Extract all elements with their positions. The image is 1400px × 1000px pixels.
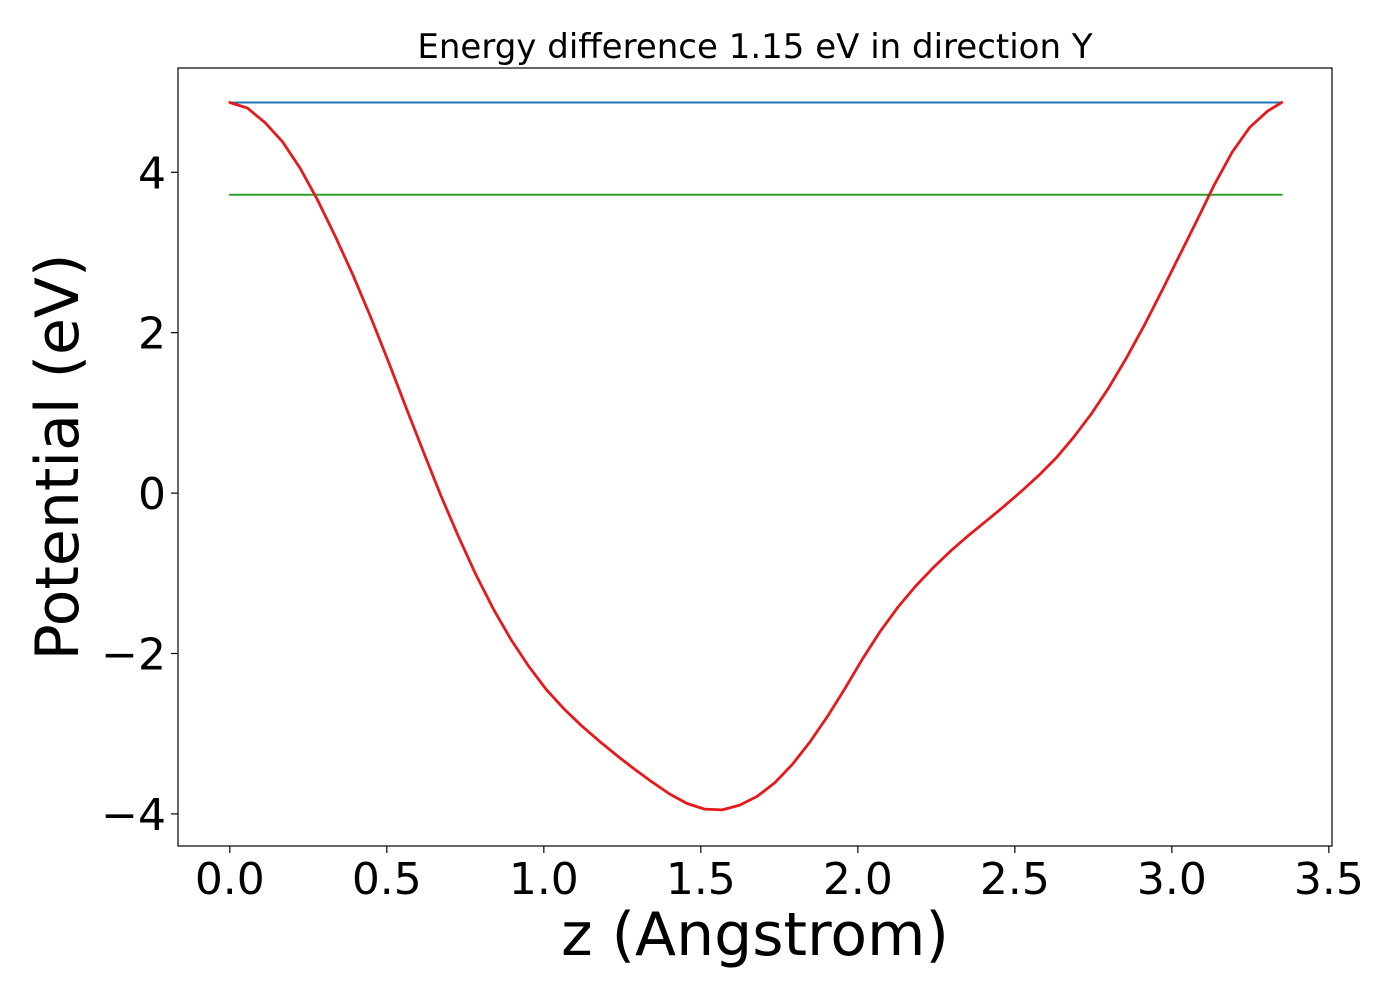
- y-tick-label: 4: [138, 148, 166, 199]
- x-tick-label: 3.0: [1137, 854, 1207, 905]
- y-axis: −4 −2 0 2 4: [101, 148, 178, 841]
- plot-lines: [228, 101, 1284, 812]
- x-tick-label: 3.5: [1294, 854, 1364, 905]
- x-axis-label: z (Angstrom): [561, 900, 949, 970]
- y-tick-label: 2: [138, 309, 166, 360]
- x-tick-label: 1.5: [666, 854, 736, 905]
- y-tick-label: −2: [101, 630, 166, 681]
- y-tick-label: −4: [101, 790, 166, 841]
- y-axis-label: Potential (eV): [23, 254, 93, 661]
- plot-frame: [177, 67, 1333, 847]
- series-line-potential: [228, 101, 1284, 812]
- x-axis: 0.0 0.5 1.0 1.5 2.0 2.5 3.0 3.5: [195, 846, 1364, 905]
- y-tick-label: 0: [138, 469, 166, 520]
- x-tick-label: 2.0: [823, 854, 893, 905]
- x-tick-label: 2.5: [980, 854, 1050, 905]
- x-tick-label: 1.0: [509, 854, 579, 905]
- chart-title: Energy difference 1.15 eV in direction Y: [417, 27, 1092, 67]
- x-tick-label: 0.5: [352, 854, 422, 905]
- x-tick-label: 0.0: [195, 854, 265, 905]
